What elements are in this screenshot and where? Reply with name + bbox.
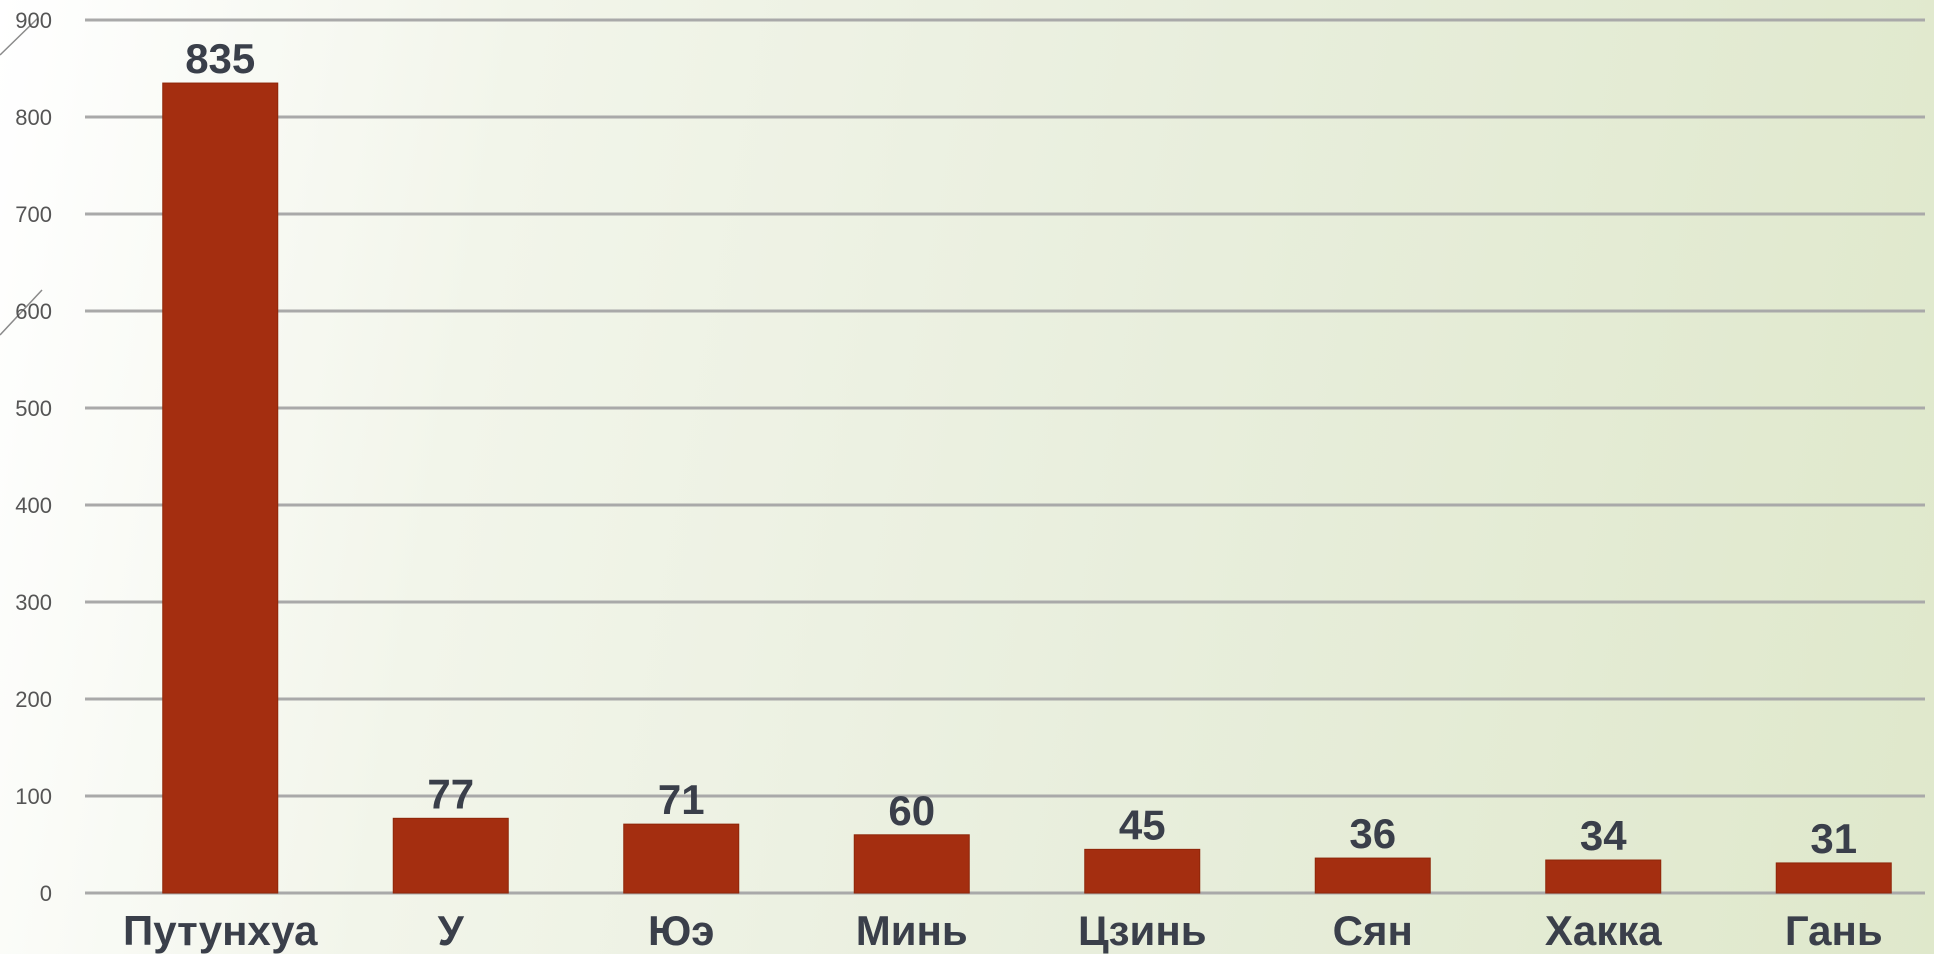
data-label: 60 (888, 787, 935, 834)
bar (1314, 857, 1431, 894)
bar (392, 817, 509, 894)
x-tick-label: Минь (856, 907, 968, 954)
bar (1545, 859, 1662, 894)
y-tick-label: 500 (15, 396, 52, 421)
x-tick-label: Путунхуа (123, 907, 318, 954)
y-tick-label: 900 (15, 8, 52, 33)
bar (623, 823, 740, 894)
data-label: 835 (185, 35, 255, 82)
y-tick-label: 100 (15, 784, 52, 809)
x-tick-label: Юэ (648, 907, 715, 954)
decorative-corner-lines (0, 17, 43, 336)
data-label: 77 (427, 770, 474, 817)
y-tick-label: 700 (15, 202, 52, 227)
x-axis: Путунхуа У Юэ Минь Цзинь Сян Хакка Гань (123, 907, 1883, 954)
y-tick-label: 800 (15, 105, 52, 130)
data-label: 71 (658, 776, 705, 823)
data-label: 45 (1119, 801, 1166, 848)
bar (853, 834, 970, 894)
data-label: 34 (1580, 812, 1627, 859)
bar (162, 82, 279, 894)
x-tick-label: Цзинь (1078, 907, 1207, 954)
data-labels: 835 77 71 60 45 36 34 31 (185, 35, 1857, 862)
x-tick-label: Хакка (1545, 907, 1662, 954)
y-tick-label: 400 (15, 493, 52, 518)
data-label: 36 (1349, 810, 1396, 857)
x-tick-label: Гань (1785, 907, 1883, 954)
bar (1084, 848, 1201, 894)
y-tick-label: 600 (15, 299, 52, 324)
y-tick-label: 300 (15, 590, 52, 615)
x-tick-label: У (438, 907, 465, 954)
x-tick-label: Сян (1333, 907, 1413, 954)
y-tick-label: 200 (15, 687, 52, 712)
y-axis: 0 100 200 300 400 500 600 700 800 900 (15, 8, 52, 906)
y-tick-label: 0 (40, 881, 52, 906)
bar (1775, 862, 1892, 894)
gridlines (85, 18, 1925, 895)
data-label: 31 (1810, 815, 1857, 862)
bars (162, 82, 1892, 894)
